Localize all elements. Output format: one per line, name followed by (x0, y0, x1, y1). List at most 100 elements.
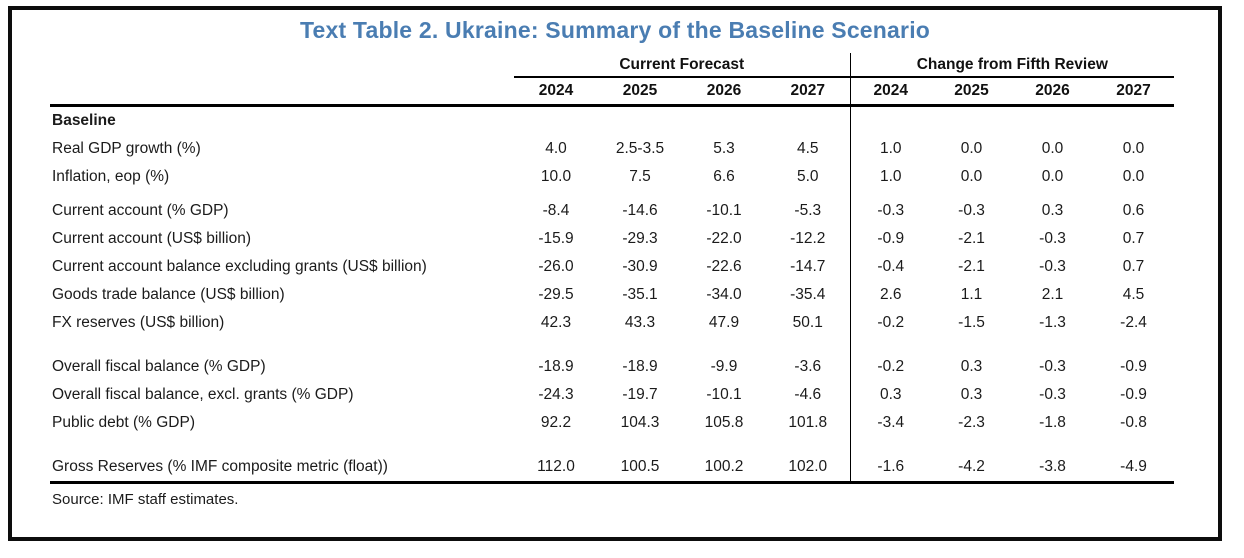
year-header: 2024 (514, 77, 598, 107)
value-cell (598, 437, 682, 453)
value-cell: 2.6 (849, 281, 932, 309)
value-cell (1093, 106, 1174, 136)
value-cell (766, 437, 850, 453)
value-cell: -0.3 (1039, 358, 1066, 375)
value-cell: 4.0 (545, 140, 567, 157)
value-cell: -24.3 (538, 386, 574, 403)
label-column-header (50, 77, 514, 107)
year-header: 2024 (849, 77, 932, 107)
table-row: FX reserves (US$ billion) 42.3 43.3 47.9 50.… (50, 309, 1174, 337)
value-cell: -2.1 (958, 230, 985, 247)
group-header-current-forecast: Current Forecast (514, 53, 851, 78)
value-cell: -29.5 (538, 286, 574, 303)
value-cell: 4.5 (796, 140, 819, 157)
value-cell: -4.9 (1093, 453, 1175, 484)
value-cell: -1.5 (958, 314, 985, 331)
value-cell (849, 437, 932, 453)
value-cell: -3.8 (1012, 453, 1094, 484)
row-label: Inflation, eop (%) (52, 168, 170, 185)
value-cell: -2.1 (958, 258, 985, 275)
value-cell: -19.7 (622, 386, 658, 403)
year-header: 2025 (598, 77, 682, 107)
value-cell: -1.8 (1039, 414, 1066, 431)
value-cell: 0.0 (960, 140, 983, 157)
value-cell (1093, 337, 1174, 353)
value-cell: -4.2 (931, 453, 1013, 484)
row-label: FX reserves (US$ billion) (52, 314, 225, 331)
value-cell (682, 337, 766, 353)
table-row: Overall fiscal balance (% GDP) -18.9 -18.9… (50, 353, 1174, 381)
value-cell: 0.0 (960, 168, 983, 185)
value-cell: 104.3 (620, 414, 660, 431)
table-frame: Text Table 2. Ukraine: Summary of the Ba… (8, 6, 1222, 541)
row-label (50, 437, 514, 453)
value-cell: 102.0 (766, 453, 851, 484)
row-label: Overall fiscal balance, excl. grants (% … (52, 386, 354, 403)
value-cell: -0.2 (849, 309, 932, 337)
value-cell: 50.1 (792, 314, 823, 331)
row-label (50, 337, 514, 353)
year-header: 2025 (931, 77, 1013, 107)
value-cell: -3.4 (849, 409, 932, 437)
value-cell: -0.9 (849, 225, 932, 253)
value-cell (766, 106, 850, 136)
table-row: Gross Reserves (% IMF composite metric (… (50, 453, 1175, 484)
year-header: 2026 (1012, 77, 1094, 107)
table-row: Baseline (50, 105, 1174, 136)
year-header-row: 2024 2025 2026 2027 2024 2025 2026 2027 (50, 77, 1175, 107)
value-cell (682, 106, 766, 136)
value-cell: -10.1 (706, 202, 742, 219)
year-header: 2027 (766, 77, 851, 107)
value-cell: -18.9 (538, 358, 574, 375)
row-label: Baseline (52, 112, 116, 129)
value-cell (514, 337, 598, 353)
value-cell: -1.3 (1039, 314, 1066, 331)
value-cell (682, 437, 766, 453)
row-label: Current account (% GDP) (52, 202, 229, 219)
value-cell: 10.0 (540, 168, 572, 185)
value-cell: 100.2 (682, 453, 766, 484)
value-cell: 0.0 (1041, 140, 1064, 157)
value-cell: -18.9 (622, 358, 658, 375)
value-cell: 6.6 (713, 168, 735, 185)
value-cell: -22.0 (706, 230, 742, 247)
value-cell (598, 106, 682, 136)
value-cell: -8.4 (542, 202, 570, 219)
value-cell: -22.6 (706, 258, 742, 275)
group-header-row: Current Forecast Change from Fifth Revie… (50, 53, 1175, 78)
value-cell: -34.0 (706, 286, 742, 303)
table-row: Goods trade balance (US$ billion) -29.5 -3… (50, 281, 1174, 309)
value-cell: 0.0 (1122, 168, 1145, 185)
value-cell: 0.7 (1122, 230, 1145, 247)
value-cell: 4.5 (1122, 286, 1145, 303)
table-title: Text Table 2. Ukraine: Summary of the Ba… (299, 17, 931, 43)
value-cell: 5.0 (796, 168, 819, 185)
value-cell (1012, 337, 1093, 353)
value-cell: -2.3 (958, 414, 985, 431)
row-label: Current account balance excluding grants… (52, 258, 427, 275)
value-cell (514, 106, 598, 136)
value-cell: -35.1 (622, 286, 658, 303)
value-cell (514, 437, 598, 453)
value-cell: -14.7 (790, 258, 826, 275)
value-cell (931, 106, 1012, 136)
value-cell: 0.3 (960, 386, 983, 403)
value-cell: 1.0 (849, 135, 932, 163)
value-cell: -0.9 (1120, 386, 1147, 403)
value-cell: 0.0 (1041, 168, 1064, 185)
value-cell (1093, 437, 1174, 453)
value-cell: -0.8 (1120, 414, 1147, 431)
table-body: Baseline Real GDP growth (%) 4.0 2.5-3.5 5.3… (50, 105, 1175, 484)
group-header-change-from-fifth-review: Change from Fifth Review (849, 53, 1175, 78)
table-row: Public debt (% GDP) 92.2 104.3 105.8 101.8 -3… (50, 409, 1174, 437)
value-cell: 0.0 (1122, 140, 1145, 157)
value-cell: 2.5-3.5 (615, 140, 665, 157)
value-cell: -0.3 (1039, 258, 1066, 275)
row-label: Overall fiscal balance (% GDP) (52, 358, 266, 375)
value-cell: -26.0 (538, 258, 574, 275)
value-cell: -15.9 (538, 230, 574, 247)
value-cell: -30.9 (622, 258, 658, 275)
row-label: Goods trade balance (US$ billion) (52, 286, 285, 303)
value-cell: 43.3 (624, 314, 656, 331)
spacer-row (50, 437, 1174, 453)
